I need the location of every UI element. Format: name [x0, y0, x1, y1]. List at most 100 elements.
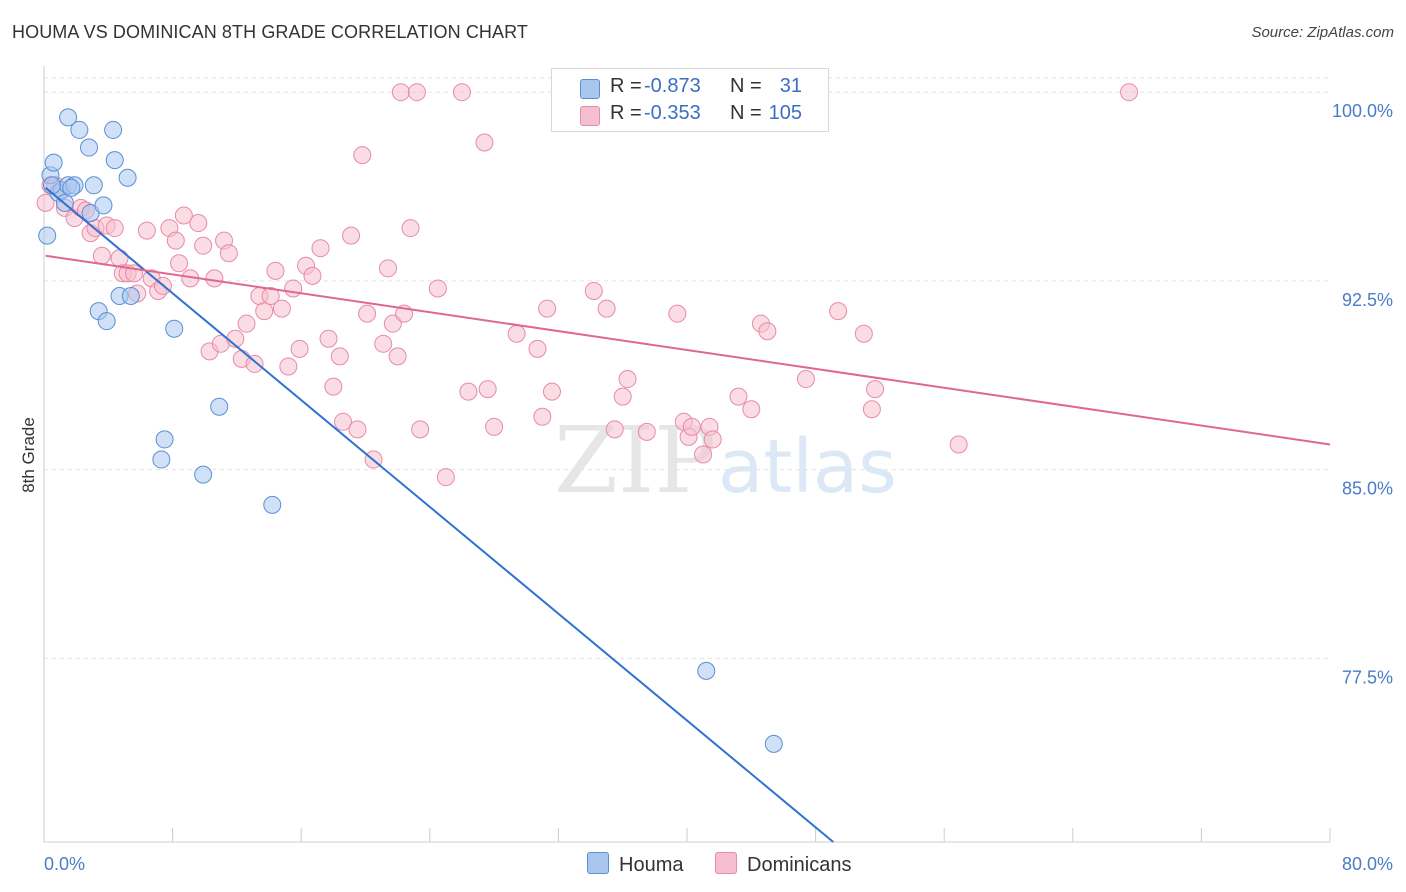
watermark-atlas: atlas: [718, 424, 897, 510]
dominicans-point-85: [637, 422, 656, 441]
dominicans-point-76: [533, 407, 552, 426]
houma-n-value: 31: [779, 75, 802, 97]
bottom-dominicans-label: Dominicans: [747, 854, 852, 876]
houma-point-22: [155, 430, 174, 449]
x-tick-label-1: 80.0%: [1342, 854, 1393, 874]
dominicans-point-64: [401, 219, 420, 238]
houma-points: [38, 108, 783, 753]
dominicans-point-60: [383, 314, 402, 333]
dominicans-r-value: -0.353: [644, 102, 701, 124]
houma-point-24: [194, 465, 213, 484]
dominicans-point-52: [333, 412, 352, 431]
dominicans-r-label: R =: [610, 102, 642, 124]
houma-swatch: [580, 79, 600, 99]
dominicans-point-104: [682, 417, 701, 436]
dominicans-point-49: [319, 329, 338, 348]
bottom-legend-dominicans: Dominicans: [715, 852, 851, 877]
dominicans-point-48: [311, 239, 330, 258]
dominicans-point-102: [949, 435, 968, 454]
dominicans-point-80: [584, 281, 603, 300]
houma-n-label: N =: [730, 75, 762, 97]
houma-point-21: [152, 450, 171, 469]
dominicans-point-81: [597, 299, 616, 318]
dominicans-point-94: [742, 400, 761, 419]
y-axis-label: 8th Grade: [19, 417, 38, 493]
houma-point-20: [121, 287, 140, 305]
houma-point-17: [105, 151, 124, 170]
dominicans-point-13: [110, 249, 129, 268]
dominicans-point-75: [528, 339, 547, 358]
dominicans-point-89: [694, 445, 713, 464]
tick-labels: 100.0% 92.5% 85.0% 77.5% 0.0% 80.0%: [44, 101, 1393, 874]
houma-point-15: [97, 312, 116, 331]
dominicans-point-72: [478, 380, 497, 399]
dominicans-point-28: [194, 236, 213, 255]
dominicans-point-83: [613, 387, 632, 406]
dominicans-point-84: [618, 370, 637, 389]
x-tick-label-0: 0.0%: [44, 854, 85, 874]
dominicans-point-44: [284, 279, 303, 298]
dominicans-point-61: [388, 347, 407, 366]
dominicans-point-68: [436, 468, 455, 487]
houma-point-7: [59, 108, 78, 127]
houma-point-10: [80, 138, 99, 157]
dominicans-point-53: [342, 226, 361, 245]
dominicans-point-25: [174, 206, 193, 225]
dominicans-points: [36, 83, 1139, 487]
bottom-dominicans-swatch: [715, 852, 737, 874]
y-tick-label-2: 85.0%: [1342, 479, 1393, 499]
dominicans-point-62: [391, 83, 410, 102]
dominicans-point-23: [166, 231, 185, 250]
dominicans-point-93: [729, 387, 748, 406]
dominicans-point-0: [36, 193, 55, 212]
dominicans-point-30: [205, 269, 224, 288]
correlation-legend: R = -0.873 N = 31 R = -0.353 N = 105: [551, 68, 829, 132]
dominicans-point-36: [237, 314, 256, 333]
dominicans-point-56: [358, 304, 377, 323]
dominicans-point-10: [92, 246, 111, 265]
dominicans-n-value: 105: [768, 102, 802, 124]
houma-r-value: -0.873: [644, 75, 701, 97]
dominicans-point-42: [272, 299, 291, 318]
dominicans-point-50: [324, 377, 343, 396]
y-tick-label-0: 100.0%: [1332, 101, 1393, 121]
dominicans-point-27: [189, 214, 208, 233]
dominicans-point-98: [829, 302, 848, 321]
dominicans-point-33: [219, 244, 238, 263]
houma-point-25: [210, 397, 229, 416]
houma-point-12: [84, 176, 103, 195]
dominicans-point-39: [255, 302, 274, 321]
dominicans-point-67: [428, 279, 447, 298]
houma-r-label: R =: [610, 75, 642, 97]
dominicans-point-74: [507, 324, 526, 343]
dominicans-point-91: [703, 430, 722, 449]
houma-point-0: [38, 226, 57, 245]
dominicans-point-101: [866, 380, 885, 399]
houma-point-16: [104, 120, 123, 139]
dominicans-point-18: [137, 221, 156, 240]
dominicans-point-78: [542, 382, 561, 401]
dominicans-point-77: [538, 299, 557, 318]
dominicans-point-47: [303, 266, 322, 285]
y-tick-label-1: 92.5%: [1342, 290, 1393, 310]
dominicans-point-69: [452, 83, 471, 102]
houma-point-2: [44, 153, 63, 172]
dominicans-point-58: [374, 334, 393, 353]
dominicans-point-65: [407, 83, 426, 102]
houma-point-30: [62, 178, 81, 197]
dominicans-point-103: [1120, 83, 1139, 102]
houma-point-29: [43, 176, 62, 195]
dominicans-point-40: [261, 287, 280, 305]
dominicans-point-55: [353, 146, 372, 165]
dominicans-trend-line: [45, 254, 1331, 446]
trend-lines: [44, 187, 1331, 843]
bottom-houma-swatch: [587, 852, 609, 874]
dominicans-point-82: [605, 420, 624, 439]
dominicans-swatch: [580, 106, 600, 126]
dominicans-point-86: [668, 304, 687, 323]
houma-point-27: [697, 661, 716, 680]
dominicans-point-97: [796, 370, 815, 389]
dominicans-point-71: [475, 133, 494, 152]
dominicans-point-96: [758, 322, 777, 341]
